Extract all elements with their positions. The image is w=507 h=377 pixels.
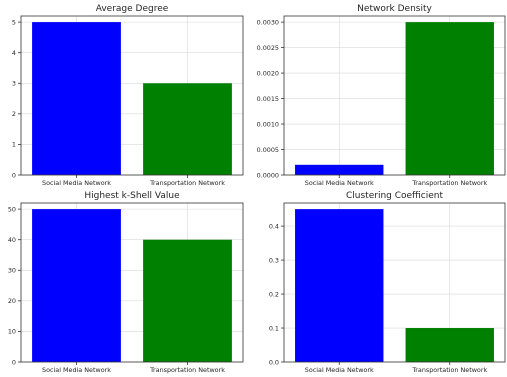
y-tick-label: 0.0 [269,358,279,366]
bar-transportation-network [405,328,494,362]
x-tick-label: Transportation Network [411,179,487,187]
chart-title: Highest k-Shell Value [84,191,180,201]
x-tick-label: Social Media Network [42,366,111,374]
bar-social-media-network [295,209,384,362]
bar-transportation-network [143,239,232,362]
x-tick-label: Transportation Network [411,366,487,374]
y-tick-label: 0.1 [269,324,279,332]
y-tick-label: 10 [8,328,16,336]
y-tick-label: 30 [8,267,16,275]
y-tick-label: 0.0025 [257,44,279,52]
y-tick-label: 0.0000 [257,171,279,179]
axes-frame [20,202,244,363]
x-tick-label: Social Media Network [42,179,111,187]
bar-transportation-network [405,22,494,175]
y-tick-label: 4 [12,49,16,57]
chart-title: Clustering Coefficient [346,191,443,201]
x-tick-label: Social Media Network [305,366,374,374]
y-tick-label: 0.0030 [257,18,279,26]
chart-panel-2: Social Media Network Transportation Netwo… [257,4,506,187]
chart-title: Average Degree [96,4,169,14]
y-tick-label: 0.3 [269,256,279,264]
chart-title: Network Density [357,4,432,14]
axes-frame [283,202,506,363]
x-tick-label: Transportation Network [149,179,225,187]
y-tick-label: 0.0010 [257,120,279,128]
y-tick-label: 0.0005 [257,146,279,154]
bar-social-media-network [32,22,121,175]
y-tick-label: 0.4 [269,222,279,230]
y-tick-label: 20 [8,297,16,305]
chart-panel-4: Social Media Network Transportation Netwo… [269,191,506,374]
y-tick-label: 50 [8,205,16,213]
y-tick-label: 1 [12,141,16,149]
y-tick-label: 2 [12,110,16,118]
x-tick-label: Transportation Network [149,366,225,374]
bar-social-media-network [295,164,384,175]
axes-frame [283,15,506,176]
y-tick-label: 0.2 [269,290,279,298]
y-tick-label: 40 [8,236,16,244]
y-tick-label: 3 [12,80,16,88]
x-tick-label: Social Media Network [305,179,374,187]
y-tick-label: 0 [12,358,16,366]
axes-frame [20,15,244,176]
y-tick-label: 0 [12,171,16,179]
bar-social-media-network [32,209,121,362]
chart-panel-3: Social Media Network Transportation Netwo… [8,191,244,374]
y-tick-label: 5 [12,18,16,26]
y-tick-label: 0.0020 [257,69,279,77]
bar-transportation-network [143,83,232,175]
y-tick-label: 0.0015 [257,95,279,103]
chart-panel-1: Social Media Network Transportation Netwo… [12,4,244,187]
